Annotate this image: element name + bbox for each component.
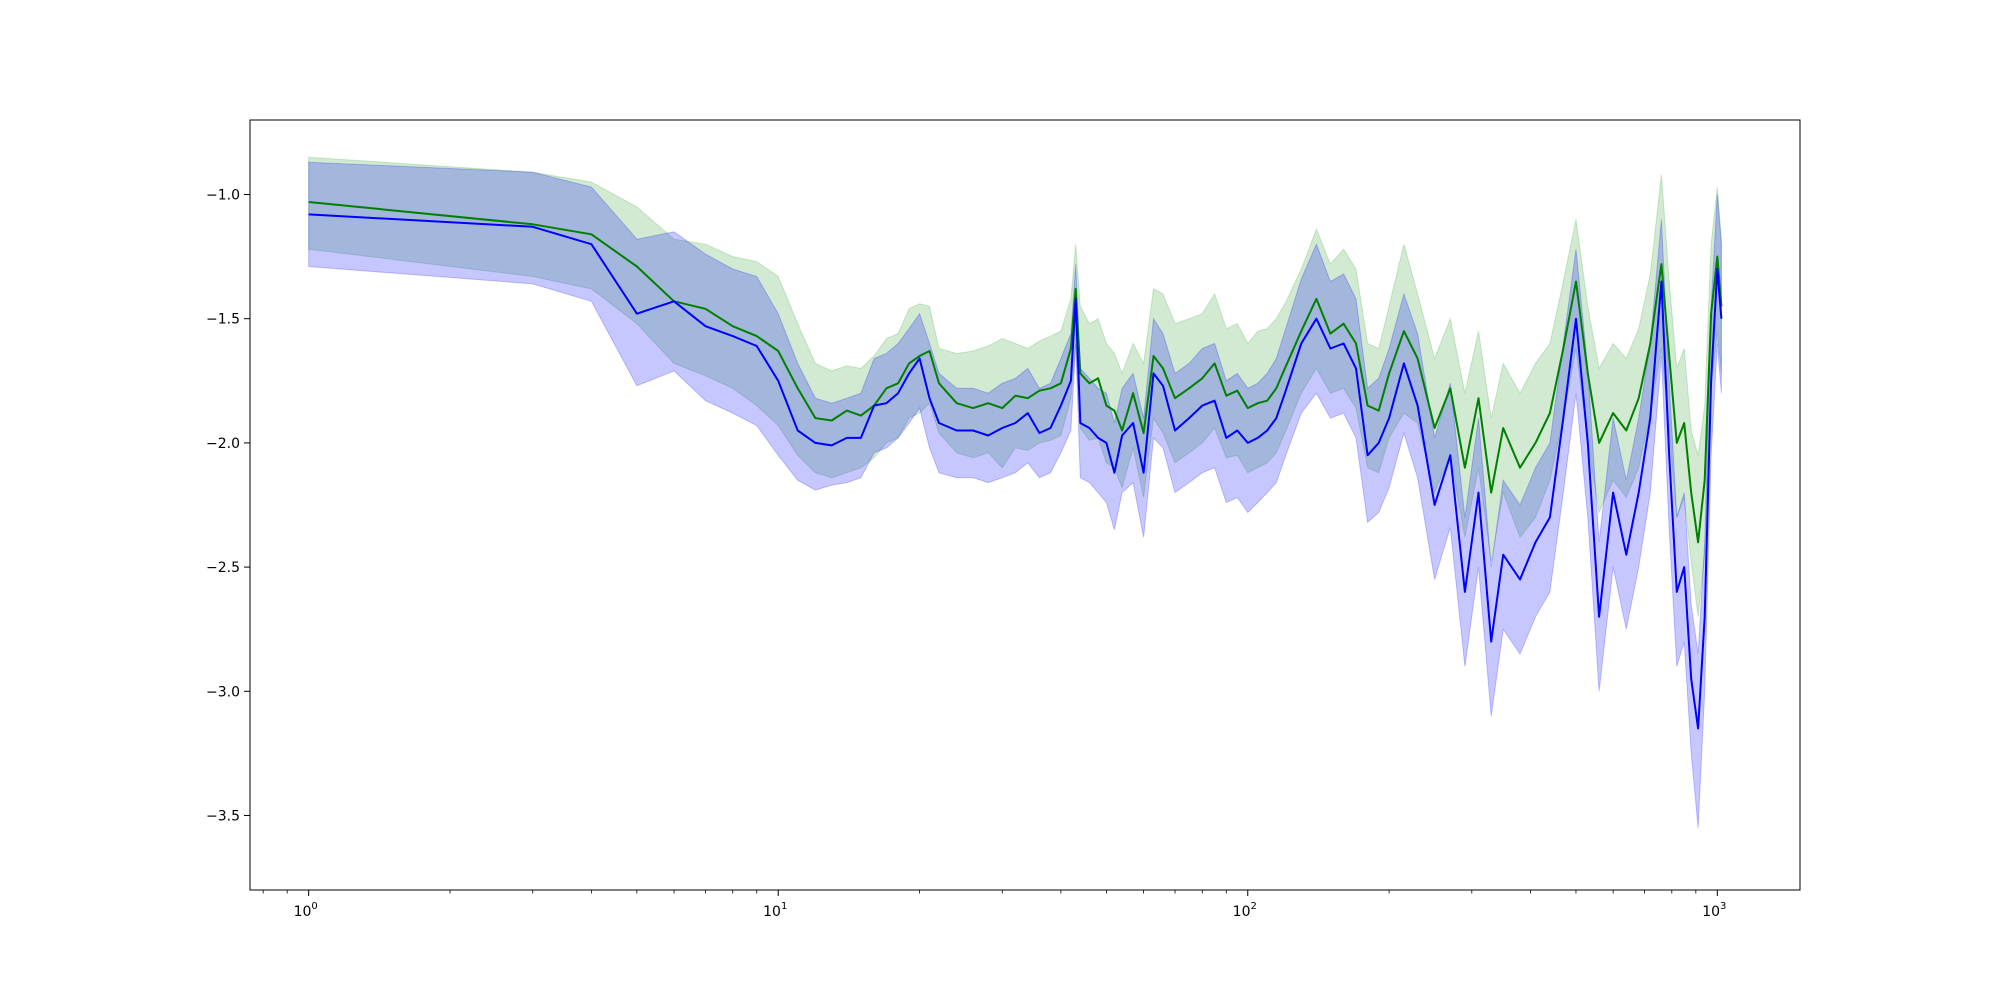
confidence-bands bbox=[308, 156, 1722, 828]
x-tick-label: 103 bbox=[1702, 901, 1726, 920]
y-tick-label: −3.0 bbox=[206, 684, 240, 700]
y-tick-label: −1.5 bbox=[206, 312, 240, 328]
y-tick-label: −1.0 bbox=[206, 188, 240, 204]
series-2-band bbox=[308, 161, 1722, 828]
series-2-line bbox=[308, 213, 1723, 730]
y-axis: −1.0 −1.5 −2.0 −2.5 −3.0 −3.5 bbox=[206, 188, 250, 824]
x-tick-label: 100 bbox=[294, 901, 318, 920]
y-tick-label: −2.5 bbox=[206, 560, 240, 576]
x-axis: 100 101 102 103 bbox=[262, 890, 1726, 920]
plot-frame bbox=[249, 119, 1801, 891]
y-tick-label: −2.0 bbox=[206, 436, 240, 452]
series-lines bbox=[308, 201, 1723, 730]
x-tick-label: 102 bbox=[1233, 901, 1257, 920]
y-tick-label: −3.5 bbox=[206, 808, 240, 824]
x-tick-label: 101 bbox=[763, 901, 787, 920]
series-1-line bbox=[308, 201, 1723, 544]
series-1-band bbox=[308, 156, 1722, 617]
